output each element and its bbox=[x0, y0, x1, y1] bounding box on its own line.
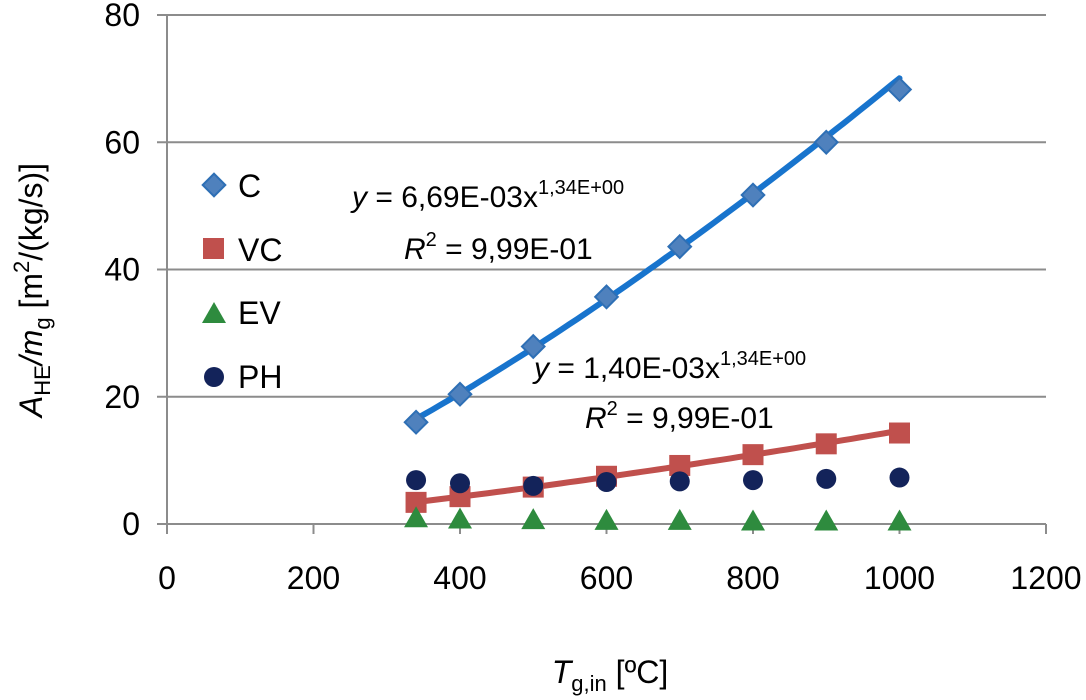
x-axis-title: Tg,in [ºC] bbox=[552, 654, 669, 696]
y-tick-label: 40 bbox=[104, 252, 140, 288]
legend-ev-label: EV bbox=[238, 295, 281, 331]
point-c bbox=[593, 284, 620, 310]
point-c bbox=[403, 409, 429, 435]
point-ph bbox=[523, 475, 544, 496]
x-tick-label: 1000 bbox=[864, 560, 935, 596]
x-tick-label: 400 bbox=[433, 560, 486, 596]
legend-c-diamond-marker bbox=[201, 172, 227, 198]
equation-vc: y = 1,40E-03x1,34E+00 R2 = 9,99E-01 bbox=[532, 348, 806, 435]
point-ph bbox=[889, 467, 910, 488]
point-vc bbox=[815, 433, 837, 455]
x-tick-labels: 0 200 400 600 800 1000 1200 bbox=[158, 524, 1082, 596]
r-squared-vc-text: R2 = 9,99E-01 bbox=[585, 398, 774, 435]
point-ph bbox=[669, 471, 690, 492]
point-ph bbox=[743, 470, 763, 491]
point-ev bbox=[741, 509, 765, 531]
legend-ev-triangle-marker bbox=[202, 302, 226, 323]
equation-c-text: y = 6,69E-03x1,34E+00 bbox=[350, 177, 624, 214]
point-vc bbox=[405, 491, 427, 513]
point-c bbox=[520, 333, 546, 360]
legend-ph-circle-marker bbox=[204, 367, 224, 387]
point-ev bbox=[667, 508, 692, 530]
point-ev bbox=[448, 507, 472, 529]
point-vc bbox=[742, 444, 764, 466]
point-c bbox=[740, 182, 766, 208]
y-tick-label: 60 bbox=[104, 124, 140, 160]
y-tick-label: 80 bbox=[104, 0, 140, 33]
point-ev bbox=[521, 508, 546, 530]
x-tick-label: 200 bbox=[287, 560, 340, 596]
x-tick-label: 600 bbox=[580, 560, 633, 596]
grid-lines bbox=[167, 14, 1046, 398]
point-vc bbox=[889, 422, 910, 444]
point-ph bbox=[596, 472, 617, 493]
point-c bbox=[886, 76, 913, 103]
point-ev bbox=[594, 508, 619, 530]
legend-c-label: C bbox=[238, 168, 261, 204]
point-ev bbox=[887, 509, 912, 531]
legend-item-vc: VC bbox=[203, 232, 282, 268]
point-ph bbox=[406, 470, 427, 491]
point-c bbox=[447, 381, 473, 407]
legend-item-c: C bbox=[201, 168, 261, 204]
r-squared-c-text: R2 = 9,99E-01 bbox=[404, 229, 593, 266]
legend: C VC EV PH bbox=[201, 168, 282, 395]
point-c bbox=[813, 129, 839, 155]
y-tick-labels: 0 20 40 60 80 bbox=[104, 0, 167, 542]
point-ev bbox=[404, 506, 429, 528]
legend-vc-square-marker bbox=[203, 238, 224, 259]
data-markers bbox=[403, 76, 913, 531]
x-tick-label: 0 bbox=[158, 560, 176, 596]
x-tick-label: 800 bbox=[726, 560, 779, 596]
point-ph bbox=[450, 473, 470, 494]
legend-item-ph: PH bbox=[204, 359, 282, 395]
y-tick-label: 0 bbox=[122, 506, 140, 542]
point-ph bbox=[816, 468, 837, 489]
y-tick-label: 20 bbox=[104, 379, 140, 415]
point-vc bbox=[669, 454, 691, 476]
point-ev bbox=[814, 509, 839, 531]
equation-c: y = 6,69E-03x1,34E+00 R2 = 9,99E-01 bbox=[350, 177, 624, 266]
legend-ph-label: PH bbox=[238, 359, 282, 395]
legend-vc-label: VC bbox=[238, 232, 282, 268]
legend-item-ev: EV bbox=[202, 295, 281, 331]
equation-vc-text: y = 1,40E-03x1,34E+00 bbox=[532, 348, 806, 385]
x-tick-label: 1200 bbox=[1010, 560, 1081, 596]
y-axis-title: AHE/mg [m2/(kg/s)] bbox=[9, 163, 55, 419]
point-c bbox=[667, 233, 693, 260]
